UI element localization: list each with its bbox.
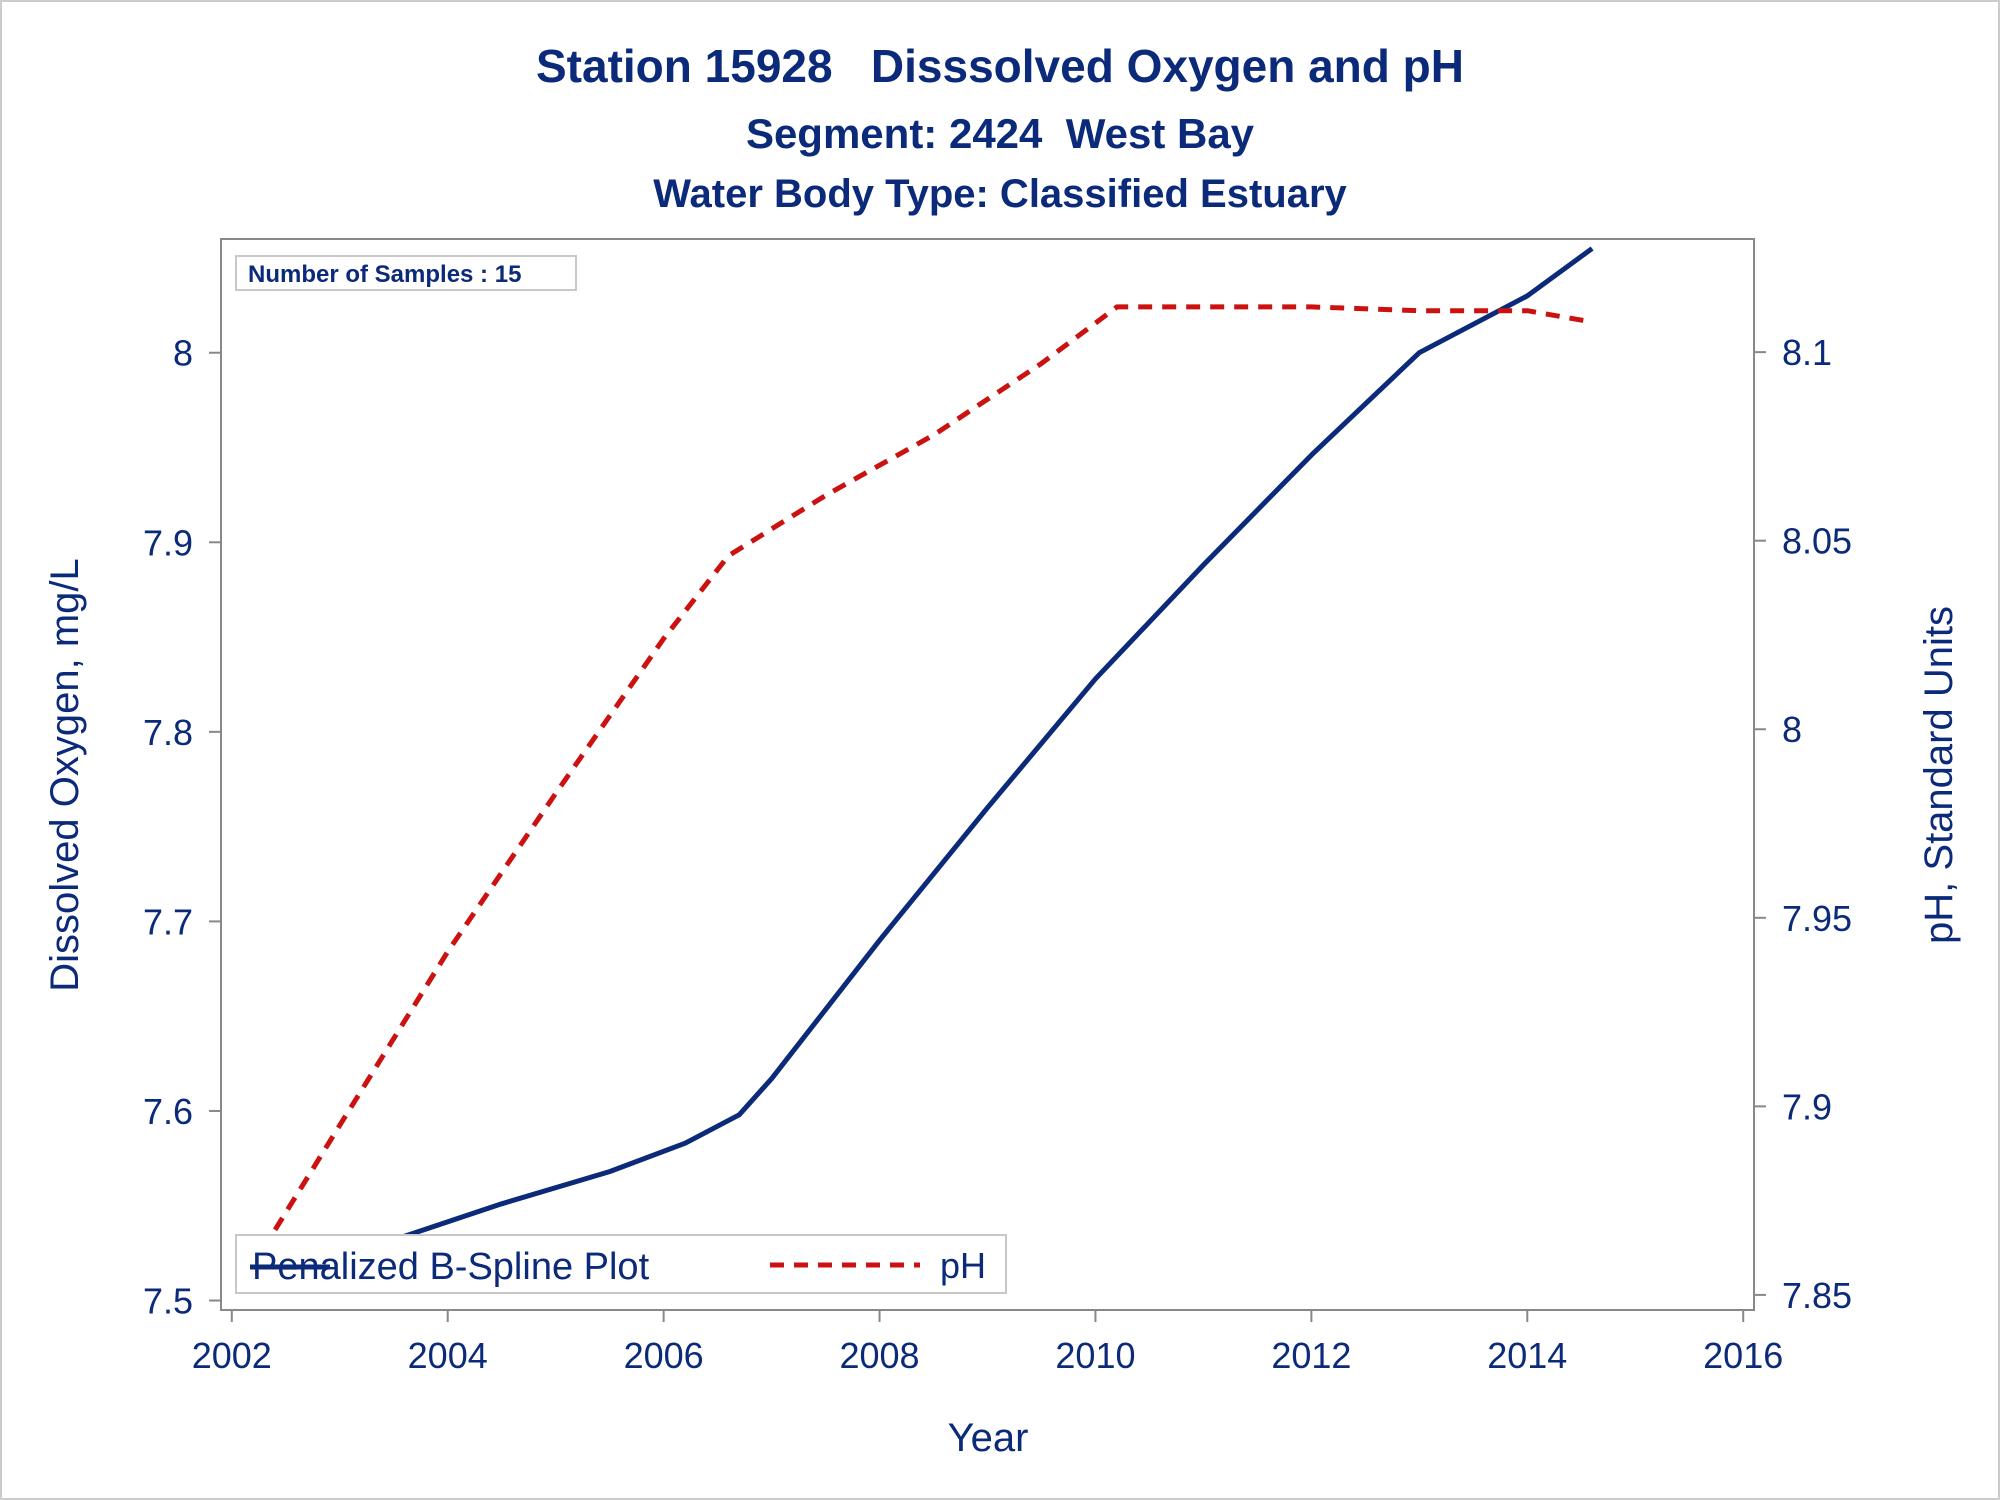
y2-tick-label: 7.95: [1782, 898, 1852, 939]
chart-title: Station 15928 Disssolved Oxygen and pH: [536, 40, 1464, 92]
y-axis-left: 7.5 7.6 7.7 7.8 7.9 8: [143, 333, 221, 1322]
y-tick-label: 7.8: [143, 712, 193, 753]
series-layer: [235, 246, 1594, 1293]
series-line-spline: [242, 246, 1594, 1281]
series-line-ph: [235, 304, 1593, 1293]
x-axis-label: Year: [948, 1416, 1029, 1460]
x-tick-label: 2012: [1271, 1335, 1351, 1376]
x-tick-label: 2010: [1055, 1335, 1135, 1376]
y2-tick-label: 8.05: [1782, 521, 1852, 562]
y-axis-right: 7.85 7.9 7.95 8 8.05 8.1: [1754, 332, 1852, 1316]
legend-label-ph: pH: [940, 1245, 986, 1286]
legend: Penalized B-Spline Plot pH: [235, 1234, 1007, 1294]
chart-subtitle: Segment: 2424 West Bay: [746, 110, 1255, 157]
y-tick-label: 7.9: [143, 522, 193, 563]
y-tick-label: 8: [173, 333, 193, 374]
y2-tick-label: 8.1: [1782, 332, 1832, 373]
legend-label-spline: Penalized B-Spline Plot: [252, 1246, 650, 1288]
y-tick-label: 7.7: [143, 901, 193, 942]
x-tick-label: 2004: [408, 1335, 488, 1376]
samples-inset-box: [235, 255, 577, 291]
y2-tick-label: 7.85: [1782, 1275, 1852, 1316]
x-tick-label: 2008: [839, 1335, 919, 1376]
x-tick-label: 2016: [1703, 1335, 1783, 1376]
y2-axis-label: pH, Standard Units: [1917, 606, 1961, 944]
chart-subtitle-2: Water Body Type: Classified Estuary: [653, 172, 1347, 216]
y2-tick-label: 7.9: [1782, 1086, 1832, 1127]
x-tick-label: 2014: [1487, 1335, 1567, 1376]
samples-count-label: Number of Samples : 15: [248, 261, 521, 288]
y2-tick-label: 8: [1782, 709, 1802, 750]
y-tick-label: 7.5: [143, 1281, 193, 1322]
samples-inset: Number of Samples : 15: [235, 255, 577, 291]
x-tick-label: 2002: [192, 1335, 272, 1376]
y-tick-label: 7.6: [143, 1091, 193, 1132]
x-tick-label: 2006: [624, 1335, 704, 1376]
x-axis: 2002 2004 2006 2008 2010 2012 2014 2016: [192, 1310, 1783, 1376]
y-axis-label: Dissolved Oxygen, mg/L: [43, 558, 87, 992]
plot-area: [220, 238, 1755, 1311]
